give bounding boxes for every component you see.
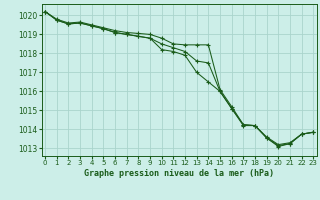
X-axis label: Graphe pression niveau de la mer (hPa): Graphe pression niveau de la mer (hPa) — [84, 169, 274, 178]
